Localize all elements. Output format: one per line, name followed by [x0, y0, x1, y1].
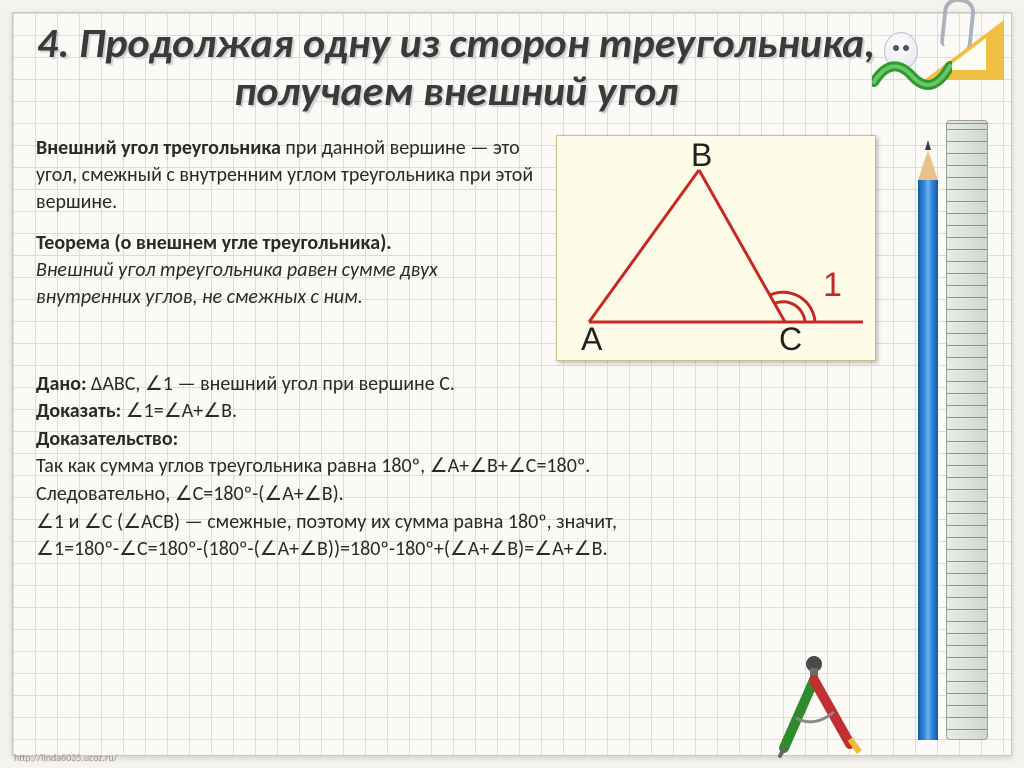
proof-label: Доказательство:: [36, 426, 876, 454]
angle-1-label: 1: [823, 266, 842, 304]
theorem-text: Внешний угол треугольника равен сумме дв…: [36, 258, 438, 309]
theorem-paragraph: Теорема (о внешнем угле треугольника). В…: [36, 230, 538, 311]
theorem-label: Теорема (о внешнем угле треугольника).: [36, 231, 392, 255]
given-label: Дано:: [36, 372, 87, 396]
definition-paragraph: Внешний угол треугольника при данной вер…: [36, 135, 538, 216]
slide-content: 4. Продолжая одну из сторон треугольника…: [28, 20, 884, 564]
watermark-url: http://linda6035.ucoz.ru/: [14, 751, 117, 764]
definition-term: Внешний угол треугольника: [36, 136, 281, 160]
vertex-b-label: B: [691, 137, 712, 173]
definition-block: Внешний угол треугольника при данной вер…: [36, 135, 538, 325]
ruler-icon: [946, 120, 988, 740]
prove-label: Доказать:: [36, 399, 121, 423]
pencil-icon: [918, 150, 938, 740]
slide-title: 4. Продолжая одну из сторон треугольника…: [36, 20, 876, 117]
vertex-a-label: A: [581, 321, 603, 357]
triangle-svg: A B C 1: [557, 136, 877, 362]
given-line: Дано: ∆ABC, ∠1 — внешний угол при вершин…: [36, 371, 876, 399]
proof-line-1: Так как сумма углов треугольника равна 1…: [36, 453, 876, 481]
proof-line-2: Следовательно, ∠C=180º-(∠A+∠B).: [36, 481, 876, 509]
proof-line-3: ∠1 и ∠C (∠ACB) — смежные, поэтому их сум…: [36, 509, 876, 537]
proof-block: Дано: ∆ABC, ∠1 — внешний угол при вершин…: [36, 371, 876, 564]
vertex-c-label: C: [779, 321, 802, 357]
prove-text: ∠1=∠A+∠B.: [121, 399, 237, 423]
definition-row: Внешний угол треугольника при данной вер…: [36, 135, 876, 361]
triangle-diagram: A B C 1: [556, 135, 876, 361]
proof-line-4: ∠1=180º-∠C=180º-(180º-(∠A+∠B))=180º-180º…: [36, 536, 876, 564]
given-text: ∆ABC, ∠1 — внешний угол при вершине C.: [87, 372, 455, 396]
prove-line: Доказать: ∠1=∠A+∠B.: [36, 398, 876, 426]
compass-icon: [754, 648, 874, 758]
flexible-ruler-icon: [872, 52, 952, 98]
